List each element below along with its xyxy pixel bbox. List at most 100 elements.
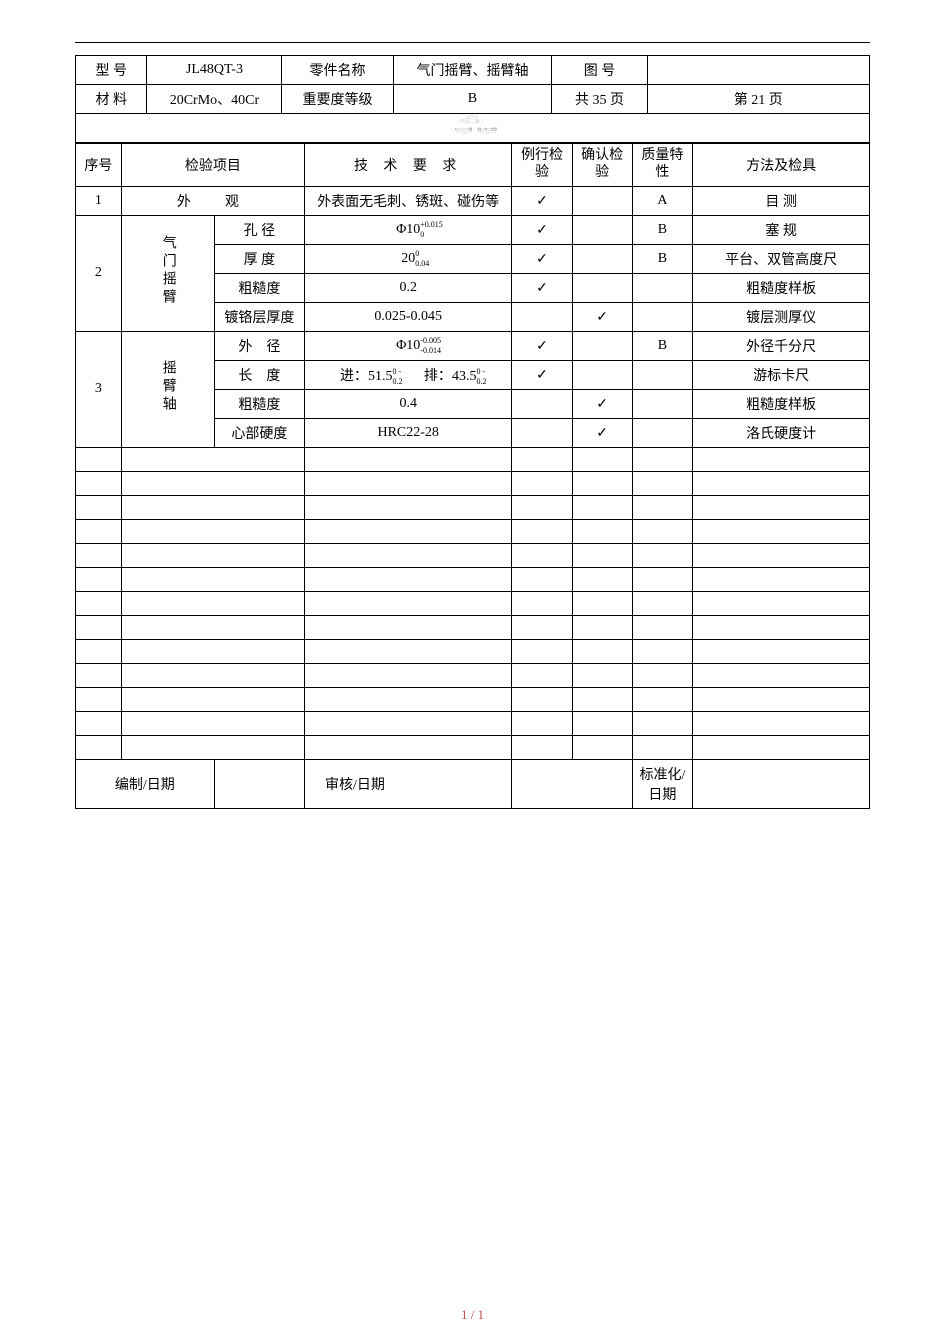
empty-cell — [572, 639, 632, 663]
empty-cell — [121, 591, 304, 615]
table-row — [76, 471, 870, 495]
cell-item: 镀铬层厚度 — [214, 302, 304, 331]
cell-item: 厚 度 — [214, 244, 304, 273]
empty-cell — [76, 567, 122, 591]
cell-confirm: ✓ — [572, 389, 632, 418]
empty-cell — [121, 639, 304, 663]
empty-cell — [121, 663, 304, 687]
empty-cell — [304, 495, 511, 519]
col-method: 方法及检具 — [693, 144, 870, 187]
cell-confirm — [572, 215, 632, 244]
empty-cell — [121, 615, 304, 639]
col-req: 技 术 要 求 — [304, 144, 511, 187]
cell-seq: 1 — [76, 186, 122, 215]
empty-cell — [572, 591, 632, 615]
empty-cell — [693, 519, 870, 543]
empty-cell — [693, 495, 870, 519]
empty-cell — [512, 735, 572, 759]
empty-cell — [76, 711, 122, 735]
page: 型 号 JL48QT-3 零件名称 气门摇臂、摇臂轴 图 号 材 料 20CrM… — [0, 0, 945, 1337]
table-row — [76, 567, 870, 591]
footer-compile-label: 编制/日期 — [76, 759, 215, 808]
table-row — [76, 639, 870, 663]
dim-left-base: 43.5 — [463, 132, 465, 134]
empty-cell — [512, 447, 572, 471]
cell-routine — [512, 418, 572, 447]
cell-method: 外径千分尺 — [693, 331, 870, 360]
empty-cell — [693, 471, 870, 495]
empty-cell — [693, 615, 870, 639]
cell-item: 孔 径 — [214, 215, 304, 244]
empty-cell — [121, 711, 304, 735]
cell-routine: ✓ — [512, 273, 572, 302]
empty-cell — [632, 567, 693, 591]
cell-routine: ✓ — [512, 186, 572, 215]
empty-cell — [632, 687, 693, 711]
empty-cell — [512, 615, 572, 639]
empty-cell — [572, 663, 632, 687]
cell-req: 进：51.50 -0.2 排：43.50 -0.2 — [304, 360, 511, 389]
cell-group: 摇臂轴 — [121, 331, 214, 447]
col-quality: 质量特性 — [632, 144, 693, 187]
table-row — [76, 735, 870, 759]
table-row: 1 外 观 外表面无毛刺、锈斑、碰伤等 ✓ A 目 测 — [76, 186, 870, 215]
cell-item: 粗糙度 — [214, 273, 304, 302]
empty-cell — [121, 543, 304, 567]
cell-req: 外表面无毛刺、锈斑、碰伤等 — [304, 186, 511, 215]
cell-method: 目 测 — [693, 186, 870, 215]
table-row — [76, 543, 870, 567]
empty-cell — [693, 447, 870, 471]
empty-cell — [304, 735, 511, 759]
empty-cell — [76, 519, 122, 543]
empty-cell — [632, 735, 693, 759]
empty-cell — [632, 591, 693, 615]
col-confirm: 确认检验 — [572, 144, 632, 187]
empty-cell — [304, 543, 511, 567]
hdr-material-value: 20CrMo、40Cr — [147, 85, 282, 114]
hdr-partname-label: 零件名称 — [282, 56, 393, 85]
cell-routine: ✓ — [512, 244, 572, 273]
empty-cell — [304, 471, 511, 495]
empty-cell — [693, 543, 870, 567]
diagram-svg: 21±0.10 — [76, 114, 869, 137]
dim-right-base: 51.5 — [486, 132, 488, 134]
empty-cell — [632, 639, 693, 663]
cell-confirm: ✓ — [572, 302, 632, 331]
empty-cell — [512, 591, 572, 615]
cell-req: 0.4 — [304, 389, 511, 418]
empty-cell — [304, 711, 511, 735]
footer-std-value — [693, 759, 870, 808]
empty-cell — [632, 711, 693, 735]
empty-cell — [572, 471, 632, 495]
empty-cell — [76, 687, 122, 711]
empty-cell — [304, 687, 511, 711]
empty-cell — [512, 543, 572, 567]
cell-method: 塞 规 — [693, 215, 870, 244]
empty-cell — [512, 567, 572, 591]
table-row — [76, 711, 870, 735]
cell-method: 镀层测厚仪 — [693, 302, 870, 331]
empty-cell — [304, 663, 511, 687]
empty-cell — [121, 735, 304, 759]
cell-quality — [632, 273, 693, 302]
cell-quality: A — [632, 186, 693, 215]
empty-cell — [76, 663, 122, 687]
footer-compile-value — [214, 759, 304, 808]
empty-cell — [76, 735, 122, 759]
footer-std-label: 标准化/日期 — [632, 759, 693, 808]
cell-quality — [632, 418, 693, 447]
empty-cell — [121, 447, 304, 471]
empty-cell — [304, 519, 511, 543]
empty-cell — [693, 735, 870, 759]
top-view: 21±0.10 — [461, 115, 483, 124]
empty-cell — [76, 447, 122, 471]
empty-cell — [572, 495, 632, 519]
empty-cell — [512, 639, 572, 663]
cell-item: 外 径 — [214, 331, 304, 360]
cell-quality — [632, 360, 693, 389]
hdr-material-label: 材 料 — [76, 85, 147, 114]
footer-review-value — [512, 759, 632, 808]
cell-quality: B — [632, 215, 693, 244]
footer-review-label: 审核/日期 — [304, 759, 511, 808]
hdr-drawno-label: 图 号 — [552, 56, 647, 85]
